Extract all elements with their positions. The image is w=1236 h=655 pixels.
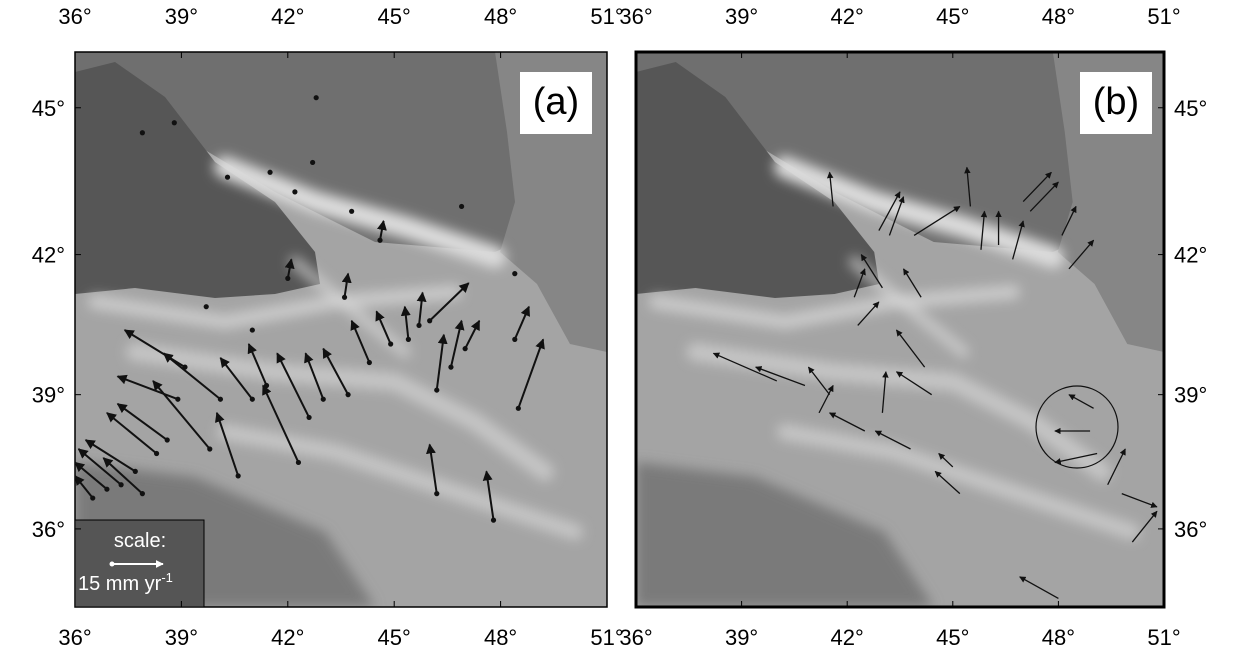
station — [140, 130, 145, 135]
lon-tick-label: 36° — [619, 625, 652, 650]
lat-tick-label: 39° — [1174, 383, 1207, 408]
lon-tick-label: 36° — [58, 625, 91, 650]
lon-tick-label: 48° — [1042, 4, 1075, 29]
lon-tick-label: 51° — [1147, 625, 1180, 650]
lon-tick-label: 48° — [484, 625, 517, 650]
lon-tick-label: 45° — [378, 4, 411, 29]
relief-b — [636, 52, 1164, 607]
station — [267, 170, 272, 175]
station — [512, 271, 517, 276]
lon-tick-label: 42° — [831, 4, 864, 29]
lon-tick-label: 42° — [831, 625, 864, 650]
lon-tick-label: 36° — [58, 4, 91, 29]
scale-title: scale: — [114, 530, 166, 552]
lon-tick-label: 39° — [725, 625, 758, 650]
lon-tick-label: 45° — [378, 625, 411, 650]
lat-tick-label: 39° — [32, 383, 65, 408]
lon-tick-label: 51° — [1147, 4, 1180, 29]
station — [314, 95, 319, 100]
scale-exponent: -1 — [161, 570, 173, 585]
scale-text: 15 mm yr-1 — [78, 570, 173, 595]
station — [204, 304, 209, 309]
panel-label: (a) — [533, 81, 579, 123]
lon-tick-label: 42° — [271, 625, 304, 650]
lat-tick-label: 36° — [32, 517, 65, 542]
station — [310, 160, 315, 165]
scale-unit: 15 mm yr — [78, 573, 162, 595]
lon-tick-label: 42° — [271, 4, 304, 29]
figure: (a) (b) scale: 15 mm yr-1 36° 36° 39° 39° 42… — [0, 0, 1236, 655]
station — [172, 120, 177, 125]
station — [250, 327, 255, 332]
lon-tick-label: 48° — [484, 4, 517, 29]
station — [349, 209, 354, 214]
lat-tick-label: 42° — [1174, 243, 1207, 268]
lon-tick-label: 36° — [619, 4, 652, 29]
station — [292, 189, 297, 194]
lon-tick-label: 45° — [936, 4, 969, 29]
lon-tick-label: 45° — [936, 625, 969, 650]
lat-tick-label: 36° — [1174, 517, 1207, 542]
panel-label: (b) — [1093, 81, 1139, 123]
lon-tick-label: 39° — [165, 4, 198, 29]
lon-tick-label: 48° — [1042, 625, 1075, 650]
station — [459, 204, 464, 209]
lon-tick-label: 39° — [725, 4, 758, 29]
lat-tick-label: 42° — [32, 243, 65, 268]
lat-tick-label: 45° — [1174, 96, 1207, 121]
lat-tick-label: 45° — [32, 96, 65, 121]
station — [225, 175, 230, 180]
lon-tick-label: 39° — [165, 625, 198, 650]
